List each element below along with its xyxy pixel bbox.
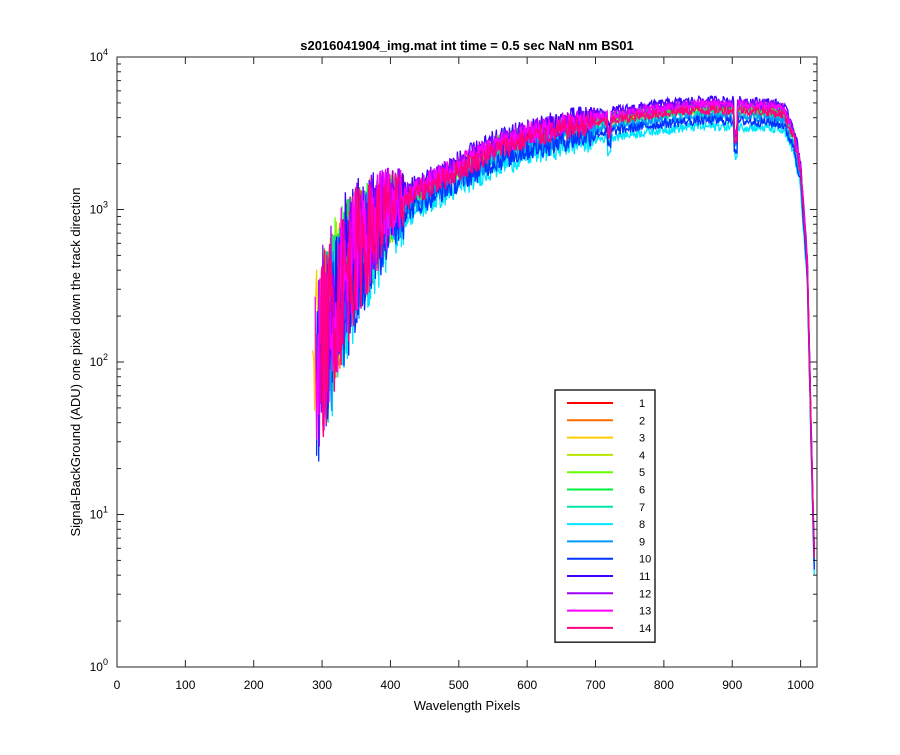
x-tick-label: 800 xyxy=(654,678,674,692)
y-axis-label: Signal-BackGround (ADU) one pixel down t… xyxy=(68,187,83,536)
y-tick-label: 100 xyxy=(90,657,108,674)
legend-label-1: 1 xyxy=(639,398,645,410)
legend-label-10: 10 xyxy=(639,554,651,566)
legend-label-5: 5 xyxy=(639,467,645,479)
x-tick-label: 300 xyxy=(312,678,332,692)
legend-label-13: 13 xyxy=(639,606,651,618)
x-tick-label: 600 xyxy=(517,678,537,692)
x-tick-label: 100 xyxy=(175,678,195,692)
legend-label-11: 11 xyxy=(639,571,650,583)
x-tick-label: 400 xyxy=(380,678,400,692)
x-tick-label: 0 xyxy=(114,678,121,692)
x-tick-label: 1000 xyxy=(787,678,814,692)
legend-label-9: 9 xyxy=(639,536,645,548)
x-tick-label: 500 xyxy=(449,678,469,692)
legend-label-3: 3 xyxy=(639,433,645,445)
x-tick-label: 700 xyxy=(586,678,606,692)
plot-area xyxy=(311,95,815,575)
legend-label-8: 8 xyxy=(639,519,645,531)
x-tick-label: 900 xyxy=(722,678,742,692)
y-tick-label: 101 xyxy=(90,505,108,522)
legend-label-4: 4 xyxy=(639,450,645,462)
legend-label-2: 2 xyxy=(639,415,645,427)
legend-label-14: 14 xyxy=(639,623,651,635)
y-tick-label: 102 xyxy=(90,352,108,369)
chart-title: s2016041904_img.mat int time = 0.5 sec N… xyxy=(300,38,634,53)
series-line-8 xyxy=(323,119,815,575)
legend-label-6: 6 xyxy=(639,485,645,497)
x-tick-label: 200 xyxy=(244,678,264,692)
y-tick-label: 103 xyxy=(90,200,108,217)
y-tick-label: 104 xyxy=(90,47,108,64)
legend-label-7: 7 xyxy=(639,502,645,514)
legend-box xyxy=(554,389,656,643)
legend-label-12: 12 xyxy=(639,588,651,600)
series-line-14 xyxy=(320,102,815,558)
x-axis-label: Wavelength Pixels xyxy=(414,698,521,713)
